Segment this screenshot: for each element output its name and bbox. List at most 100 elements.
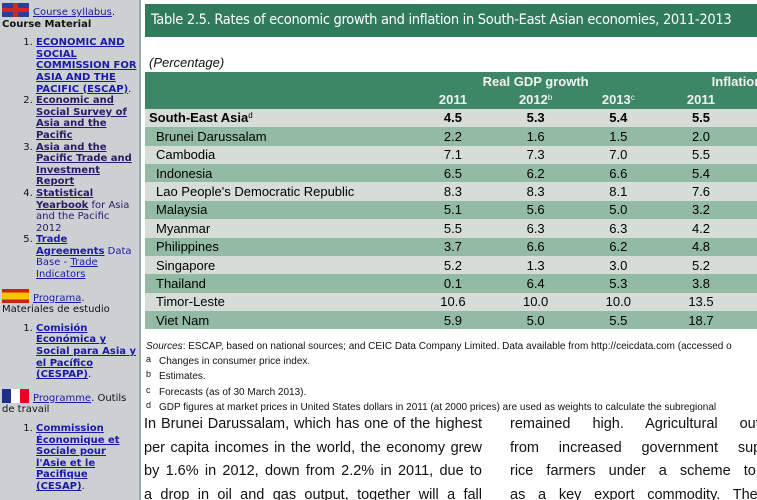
table-title: Table 2.5. Rates of economic growth and … — [145, 4, 757, 37]
value-cell: 5.2 — [691, 257, 711, 273]
value-cell: 5.4 — [691, 165, 711, 181]
course-material-heading: Course Material — [2, 18, 92, 30]
value-cell: 13.5 — [688, 294, 714, 310]
value-cell: 3.1 — [742, 238, 757, 256]
text-line: a drop in oil and gas output, together w… — [144, 486, 482, 500]
sidebar: Course syllabus. Course Material ECONOMI… — [0, 0, 141, 500]
value-cell: 6.6 — [526, 239, 545, 255]
data-table: Real GDP growth Inflationa 2011 2012b 2013… — [145, 72, 757, 330]
programme-link[interactable]: Programme — [33, 392, 92, 404]
value-cell: 0.1 — [443, 275, 462, 291]
english-list: ECONOMIC AND SOCIAL COMMISSION FOR ASIA … — [2, 37, 137, 280]
year-header: 2011 — [686, 92, 716, 108]
spain-flag-icon — [2, 288, 29, 303]
text-line: In Brunei Darussalam, which has one of t… — [144, 416, 482, 432]
materiales-heading: Materiales de estudio — [2, 304, 110, 316]
sources-note: Sources: ESCAP, based on national source… — [146, 341, 732, 352]
value-cell: 3.0 — [742, 274, 757, 292]
value-cell: 6.3 — [609, 220, 628, 236]
table-row: Viet Nam 5.9 5.0 5.5 18.7 9.3 — [145, 311, 757, 330]
value-cell: 1.6 — [526, 128, 545, 144]
value-cell: 7.6 — [691, 184, 711, 200]
value-cell: 5.0 — [609, 202, 628, 218]
value-cell: 5.9 — [443, 312, 462, 328]
aggregate-row: South-East Asiad 4.5 5.3 5.4 5.5 3.8 — [145, 108, 757, 128]
value-cell: 0.5 — [742, 127, 757, 145]
table-row: Myanmar 5.5 6.3 6.3 4.2 1.5 — [145, 219, 757, 238]
value-cell: 2.2 — [443, 128, 462, 144]
footnote: b Estimates. — [146, 369, 206, 383]
programa-link[interactable]: Programa — [33, 292, 82, 304]
outils-heading: Outils de travail — [2, 392, 127, 416]
value-cell: 10.0 — [522, 294, 549, 310]
value-cell: 4.8 — [691, 239, 711, 255]
footnote: a Changes in consumer price index. — [146, 354, 311, 368]
course-syllabus-link[interactable]: Course syllabus — [33, 7, 112, 18]
table-row: Cambodia 7.1 7.3 7.0 5.5 3.0 — [145, 145, 757, 164]
value-cell: 1.7 — [742, 201, 757, 219]
footnote: d GDP figures at market prices in United … — [146, 399, 717, 413]
country-name: Thailand — [156, 275, 206, 291]
trade-report-link[interactable]: Asia and the Pacific Trade and Investmen… — [36, 141, 132, 188]
value-cell: 4.6 — [742, 256, 757, 274]
value-cell: 5.0 — [526, 312, 545, 328]
table-notes: Sources: ESCAP, based on national source… — [146, 341, 732, 414]
value-cell: 3.8 — [742, 109, 757, 127]
value-cell: 6.3 — [526, 220, 545, 236]
france-flag-icon — [2, 388, 29, 403]
country-name: Indonesia — [156, 165, 213, 181]
footnote: c Forecasts (as of 30 March 2013). — [146, 384, 307, 398]
value-cell: 8.3 — [443, 184, 462, 200]
value-cell: 3.7 — [443, 239, 462, 255]
value-cell: 10.6 — [440, 294, 466, 310]
value-cell: 3.2 — [691, 202, 711, 218]
value-cell: 6.4 — [526, 275, 545, 291]
escap-link[interactable]: ECONOMIC AND SOCIAL COMMISSION FOR ASIA … — [36, 37, 137, 95]
text-line: from increased government support t — [510, 439, 757, 456]
table-row: Philippines 3.7 6.6 6.2 4.8 3.1 — [145, 237, 757, 256]
year-header: 2011 — [438, 92, 468, 108]
value-cell: 5.5 — [443, 220, 462, 236]
value-cell: 7.1 — [443, 147, 462, 163]
value-cell: 3.0 — [742, 146, 757, 164]
value-cell: 4.5 — [443, 110, 462, 126]
value-cell: 5.4 — [609, 110, 628, 126]
trade-agreements-link[interactable]: Trade Agreements — [36, 234, 105, 257]
country-name: Singapore — [156, 257, 216, 273]
value-cell: 5.5 — [609, 312, 628, 328]
body-text-left-column: In Brunei Darussalam, which has one of t… — [144, 413, 482, 500]
cespap-link[interactable]: Comisión Económica y Social para Asia y … — [36, 322, 137, 381]
text-line: per capita incomes in the world, the eco… — [144, 439, 482, 456]
year-header: 2012b — [518, 92, 553, 108]
table-row: Malaysia 5.1 5.6 5.0 3.2 1.7 — [145, 200, 757, 220]
value-cell: 3.8 — [691, 275, 711, 291]
text-line: rice farmers under a scheme to prome — [510, 463, 757, 479]
text-line: by 1.6% in 2012, down from 2.2% in 2011,… — [144, 463, 482, 479]
value-cell: 6.2 — [526, 165, 545, 181]
country-name: Philippines — [156, 239, 219, 255]
text-line: remained high. Agricultural output a — [510, 416, 757, 432]
table-row: Singapore 5.2 1.3 3.0 5.2 4.6 — [145, 255, 757, 275]
country-name: Lao People's Democratic Republic — [156, 184, 355, 200]
cesap-link[interactable]: Commission Économique et Sociale pour l'… — [36, 423, 120, 492]
country-name: South-East Asiad — [149, 110, 253, 126]
inflation-group-header: Inflationa — [711, 73, 757, 89]
country-name: Brunei Darussalam — [156, 128, 267, 144]
value-cell: 5.3 — [609, 275, 628, 291]
value-cell: 12.0 — [742, 293, 757, 311]
text-line: as a key export commodity. The econo — [510, 486, 757, 500]
value-cell: 1.3 — [526, 257, 545, 273]
table-row: Lao People's Democratic Republic 8.3 8.3 8.… — [145, 182, 757, 201]
value-cell: 5.2 — [443, 257, 462, 273]
value-cell: 4.3 — [742, 182, 757, 200]
country-name: Cambodia — [156, 147, 216, 163]
table-row: Brunei Darussalam 2.2 1.6 1.5 2.0 0.5 — [145, 127, 757, 146]
body-text-right-column: remained high. Agricultural output a from… — [510, 413, 757, 500]
country-name: Malaysia — [156, 202, 208, 218]
value-cell: 5.3 — [526, 110, 545, 126]
trade-indicators-link[interactable]: Trade Indicators — [36, 257, 98, 281]
value-cell: 18.7 — [688, 312, 714, 328]
yearbook-link[interactable]: Statistical Yearbook — [36, 187, 94, 211]
survey-link[interactable]: Economic and Social Survey of Asia and t… — [36, 95, 127, 141]
french-list: Commission Économique et Sociale pour l'… — [2, 423, 137, 493]
